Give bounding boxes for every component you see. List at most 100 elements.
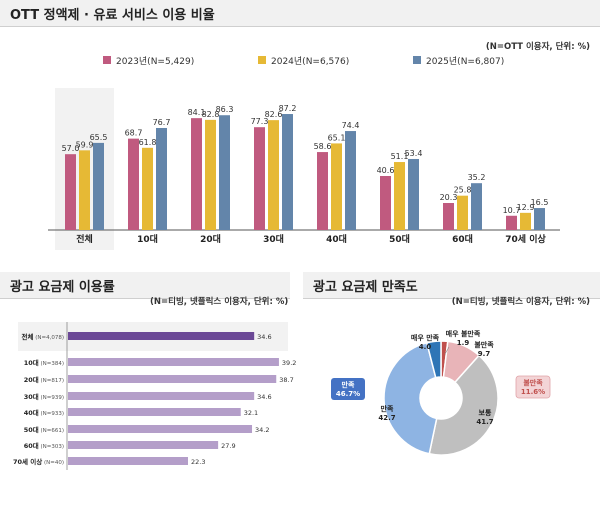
slice-3	[383, 341, 438, 455]
bar-2-0	[191, 118, 202, 230]
category-label-6: 60대	[452, 233, 473, 245]
bar-2-2	[219, 115, 230, 230]
bar-value-5-1: 51.1	[391, 152, 409, 161]
hbar-value-2: 38.7	[279, 376, 293, 384]
slice-value-0: 1.9	[457, 339, 470, 347]
hbar-2	[68, 375, 277, 383]
bar-3-1	[268, 120, 279, 230]
category-label-2: 20대	[200, 233, 221, 245]
bar-value-3-0: 77.3	[251, 117, 269, 126]
hbar-6	[68, 441, 219, 449]
satisfied-summary-box	[331, 378, 365, 400]
ott-bar-chart: 2023년(N=5,429) 2024년(N=6,576) 2025년(N=6,80…	[48, 56, 560, 250]
legend-swatch-1	[258, 56, 266, 64]
bar-value-2-1: 82.8	[202, 110, 220, 119]
slice-2	[428, 354, 499, 456]
ad-usage-note: (N=티빙, 넷플릭스 이용자, 단위: %)	[150, 297, 289, 307]
bar-value-6-2: 35.2	[468, 173, 486, 182]
ott-chart-note: (N=OTT 이용자, 단위: %)	[485, 42, 590, 52]
hbar-value-6: 27.9	[221, 442, 235, 450]
bar-value-4-2: 74.4	[342, 121, 360, 130]
hbar-value-3: 34.6	[257, 393, 271, 401]
bar-6-2	[471, 183, 482, 230]
hbar-value-7: 22.3	[191, 458, 205, 466]
ott-section-header: OTT 정액제 · 유료 서비스 이용 비율	[0, 0, 600, 27]
category-label-5: 50대	[389, 233, 410, 245]
bar-7-0	[506, 215, 517, 230]
slice-label-1: 불만족	[474, 340, 494, 349]
bar-value-3-2: 87.2	[279, 104, 297, 113]
bar-0-2	[93, 142, 104, 230]
hbar-7	[68, 457, 188, 465]
leader-line-0	[444, 346, 450, 355]
bar-value-7-0: 10.7	[503, 206, 521, 215]
row-label-3: 30대 (N=939)	[24, 392, 64, 401]
slice-label-4: 매우 만족	[411, 333, 440, 342]
bar-1-0	[128, 138, 139, 230]
hbar-value-5: 34.2	[255, 426, 269, 434]
bar-value-3-1: 82.6	[265, 110, 283, 119]
hbar-1	[68, 358, 279, 366]
ad-usage-title: 광고 요금제 이용률	[10, 280, 115, 295]
bar-5-2	[408, 158, 419, 230]
bar-0-0	[65, 154, 76, 230]
hbar-3	[68, 392, 255, 400]
bar-value-6-1: 25.8	[454, 186, 472, 195]
bar-3-2	[282, 114, 293, 230]
legend-label-1: 2024년(N=6,576)	[271, 56, 349, 67]
legend-swatch-0	[103, 56, 111, 64]
ad-satisfaction-title: 광고 요금제 만족도	[313, 280, 418, 295]
bar-7-1	[520, 212, 531, 230]
satisfied-summary-label: 만족	[342, 380, 355, 389]
bar-6-1	[457, 195, 468, 230]
bar-value-4-0: 58.6	[314, 142, 332, 151]
slice-value-2: 41.7	[476, 418, 493, 426]
slice-value-4: 4.0	[419, 343, 432, 351]
hbar-4	[68, 408, 241, 416]
bar-2-1	[205, 119, 216, 230]
hbar-0	[68, 332, 255, 340]
bar-value-4-1: 65.1	[328, 133, 346, 142]
satisfied-summary-value: 46.7%	[336, 390, 360, 398]
slice-4	[425, 340, 442, 379]
slice-label-3: 만족	[381, 404, 394, 413]
dissatisfied-summary-box	[515, 375, 551, 399]
hbar-5	[68, 425, 253, 433]
row-label-6: 60대 (N=303)	[24, 441, 64, 450]
row-label-4: 40대 (N=933)	[24, 408, 64, 417]
hbar-value-1: 39.2	[282, 359, 296, 367]
hbar-value-4: 32.1	[244, 409, 258, 417]
bar-value-7-2: 16.5	[531, 198, 549, 207]
bar-5-1	[394, 162, 405, 230]
category-label-3: 30대	[263, 233, 284, 245]
bar-5-0	[380, 176, 391, 230]
bar-1-2	[156, 127, 167, 230]
bar-value-1-2: 76.7	[153, 118, 171, 127]
category-label-4: 40대	[326, 233, 347, 245]
row-label-7: 70세 이상 (N=40)	[13, 457, 64, 466]
slice-label-0: 매우 불만족	[446, 329, 481, 338]
category-label-0: 전체	[76, 233, 93, 245]
dissatisfied-summary-value: 11.6%	[521, 388, 545, 396]
slice-label-2: 보통	[479, 408, 492, 417]
row-label-1: 10대 (N=384)	[24, 358, 64, 367]
bar-value-0-2: 65.5	[90, 133, 108, 142]
bar-value-1-0: 68.7	[125, 129, 143, 138]
ott-chart-title: OTT 정액제 · 유료 서비스 이용 비율	[10, 8, 215, 23]
bar-4-0	[317, 152, 328, 230]
category-label-7: 70세 이상	[505, 233, 546, 245]
bar-value-2-2: 86.3	[216, 105, 234, 114]
bar-value-6-0: 20.3	[440, 193, 458, 202]
bar-1-1	[142, 147, 153, 230]
ad-satisfaction-note: (N=티빙, 넷플릭스 이용자, 단위: %)	[451, 297, 590, 307]
bar-6-0	[443, 203, 454, 230]
bar-value-7-1: 12.9	[517, 203, 535, 212]
ad-satisfaction-section-header: 광고 요금제 만족도	[303, 272, 600, 299]
bar-value-2-0: 84.1	[188, 108, 206, 117]
bar-0-1	[79, 150, 90, 230]
hbar-value-0: 34.6	[257, 333, 271, 341]
bar-4-1	[331, 143, 342, 230]
bar-7-2	[534, 208, 545, 230]
row-label-5: 50대 (N=661)	[24, 425, 64, 434]
